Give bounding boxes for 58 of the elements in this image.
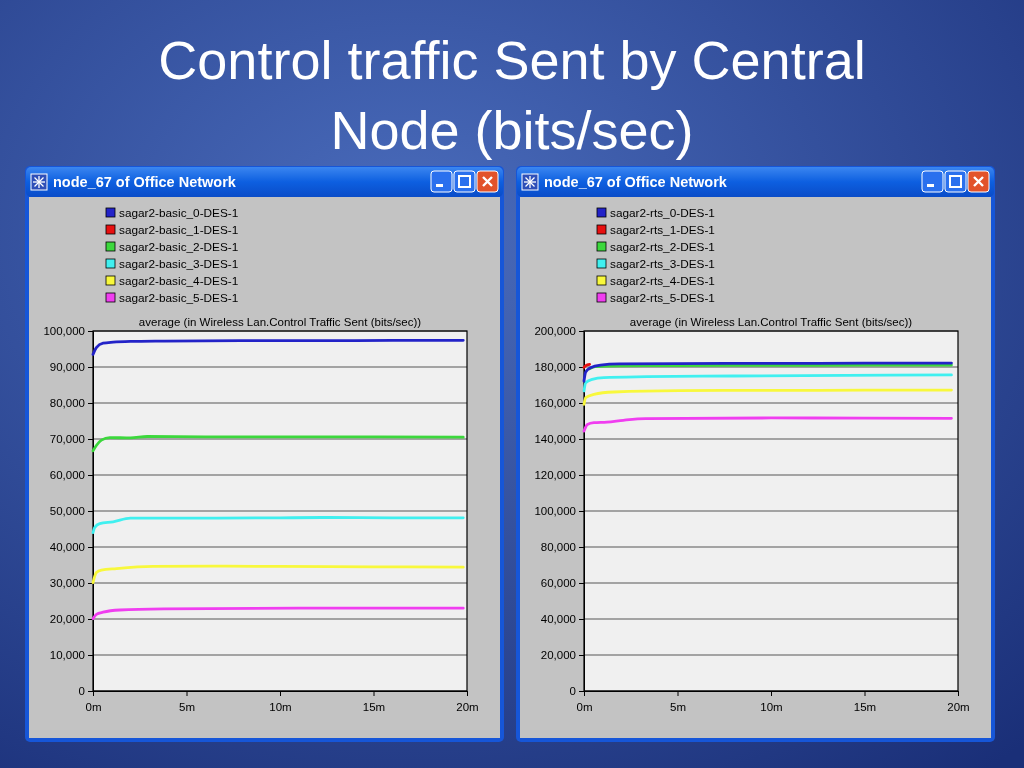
y-tick-label: 180,000 bbox=[534, 361, 576, 374]
chart-title: average (in Wireless Lan.Control Traffic Sent (bits/sec)) bbox=[138, 316, 422, 328]
line-series bbox=[91, 516, 465, 534]
line-series bbox=[582, 373, 953, 393]
x-tick-label: 5m bbox=[179, 700, 195, 713]
y-tick-label: 60,000 bbox=[49, 469, 85, 482]
legend-label: sagar2-rts_4-DES-1 bbox=[610, 274, 715, 288]
y-tick-label: 20,000 bbox=[540, 649, 576, 662]
legend-label: sagar2-basic_3-DES-1 bbox=[119, 257, 239, 271]
legend-label: sagar2-basic_0-DES-1 bbox=[119, 206, 239, 220]
y-tick-label: 80,000 bbox=[49, 397, 85, 410]
legend-label: sagar2-basic_5-DES-1 bbox=[119, 291, 239, 305]
chart-title: average (in Wireless Lan.Control Traffic Sent (bits/sec)) bbox=[629, 316, 913, 328]
y-tick-label: 0 bbox=[569, 685, 576, 698]
line-series bbox=[582, 361, 953, 383]
legend-label: sagar2-basic_4-DES-1 bbox=[119, 274, 239, 288]
line-series bbox=[91, 435, 465, 453]
x-tick-label: 0m bbox=[85, 700, 102, 713]
x-tick-label: 15m bbox=[362, 700, 386, 713]
y-tick-label: 100,000 bbox=[534, 505, 576, 518]
legend-label: sagar2-basic_2-DES-1 bbox=[119, 240, 239, 254]
y-tick-label: 20,000 bbox=[49, 613, 85, 626]
y-tick-label: 140,000 bbox=[534, 433, 576, 446]
line-series bbox=[582, 388, 953, 406]
y-tick-label: 30,000 bbox=[49, 577, 85, 590]
y-tick-label: 160,000 bbox=[534, 397, 576, 410]
text: node_67 of Office Network bbox=[53, 174, 237, 190]
x-tick-label: 0m bbox=[576, 700, 593, 713]
y-tick-label: 40,000 bbox=[49, 541, 85, 554]
text: node_67 of Office Network bbox=[544, 174, 728, 190]
y-tick-label: 120,000 bbox=[534, 469, 576, 482]
legend-label: sagar2-rts_2-DES-1 bbox=[610, 240, 715, 254]
y-tick-label: 40,000 bbox=[540, 613, 576, 626]
y-tick-label: 10,000 bbox=[49, 649, 85, 662]
line-series bbox=[91, 606, 465, 621]
line-series bbox=[91, 338, 465, 356]
x-tick-label: 10m bbox=[269, 700, 292, 713]
y-tick-label: 50,000 bbox=[49, 505, 85, 518]
y-tick-label: 80,000 bbox=[540, 541, 576, 554]
y-tick-label: 90,000 bbox=[49, 361, 85, 374]
legend-label: sagar2-rts_0-DES-1 bbox=[610, 206, 715, 220]
line-series bbox=[91, 564, 465, 585]
x-tick-label: 5m bbox=[670, 700, 686, 713]
x-tick-label: 20m bbox=[947, 700, 970, 713]
legend-label: sagar2-rts_1-DES-1 bbox=[610, 223, 715, 237]
y-tick-label: 200,000 bbox=[534, 325, 576, 338]
text: Control traffic Sent by Central Node (bits/sec) bbox=[158, 30, 866, 160]
y-tick-label: 60,000 bbox=[540, 577, 576, 590]
x-tick-label: 10m bbox=[760, 700, 783, 713]
legend-label: sagar2-rts_5-DES-1 bbox=[610, 291, 715, 305]
y-tick-label: 70,000 bbox=[49, 433, 85, 446]
legend-label: sagar2-rts_3-DES-1 bbox=[610, 257, 715, 271]
y-tick-label: 0 bbox=[78, 685, 85, 698]
line-series bbox=[582, 416, 953, 433]
x-tick-label: 20m bbox=[456, 700, 479, 713]
y-tick-label: 100,000 bbox=[43, 325, 85, 338]
x-tick-label: 15m bbox=[853, 700, 877, 713]
legend-label: sagar2-basic_1-DES-1 bbox=[119, 223, 239, 237]
